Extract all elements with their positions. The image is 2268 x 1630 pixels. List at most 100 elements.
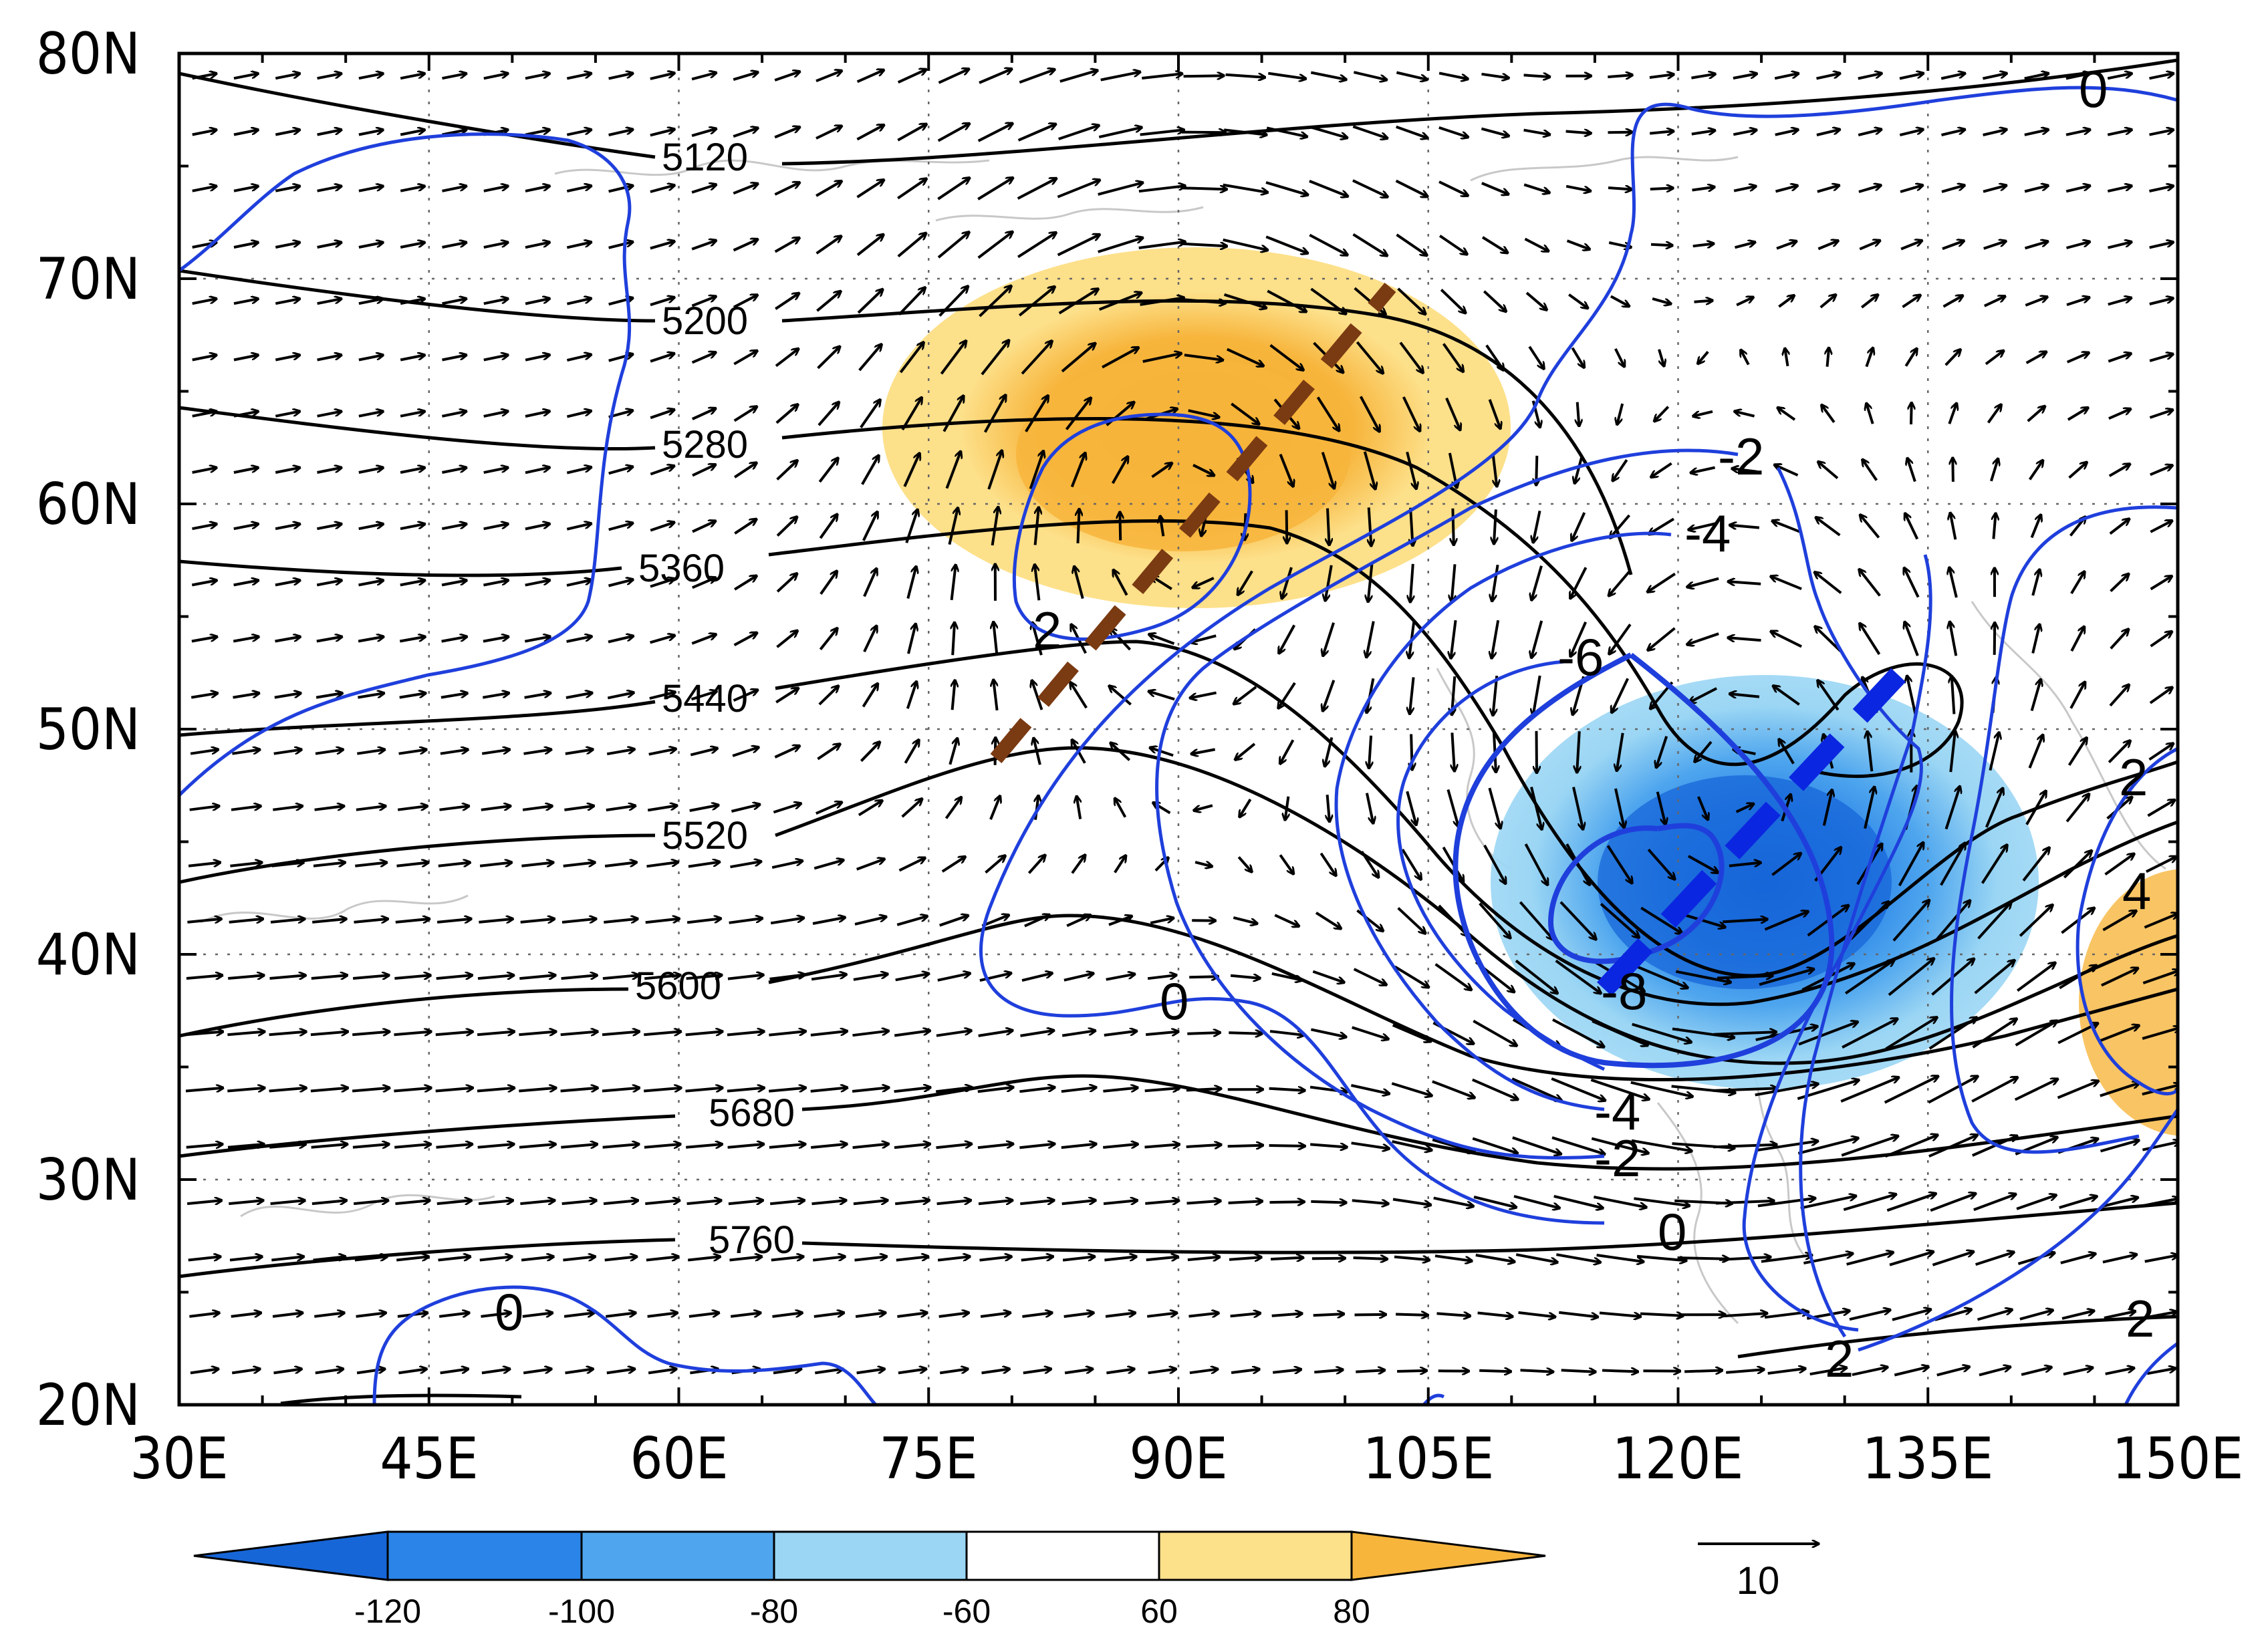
- colorbar-label: 80: [1333, 1593, 1370, 1630]
- wind-vector: [2022, 848, 2049, 881]
- wind-vector: [398, 1369, 426, 1375]
- wind-vector: [270, 919, 304, 922]
- wind-vector: [400, 468, 424, 474]
- wind-vector: [394, 1032, 431, 1035]
- wind-vector: [1989, 733, 1999, 771]
- wind-vector: [192, 299, 216, 305]
- wind-vector: [1438, 180, 1467, 195]
- wind-vector: [1985, 351, 2003, 366]
- wind-vector: [1523, 75, 1549, 77]
- wind-vector: [1309, 180, 1348, 196]
- wind-vector: [1352, 125, 1387, 138]
- wind-vector: [1114, 856, 1126, 873]
- wind-vector: [1849, 1310, 1890, 1321]
- height-label: 5360: [638, 547, 725, 590]
- anomaly-label: 0: [1160, 972, 1188, 1031]
- wind-vector: [358, 186, 382, 192]
- wind-vector: [1150, 634, 1175, 645]
- wind-vector: [1575, 456, 1584, 483]
- wind-vector: [1816, 518, 1841, 537]
- anomaly-label: 2: [2119, 748, 2148, 807]
- wind-vector: [650, 579, 674, 588]
- wind-vector: [311, 1144, 347, 1147]
- wind-vector: [2147, 800, 2174, 817]
- wind-vector: [523, 750, 551, 755]
- wind-vector: [1591, 1137, 1648, 1153]
- wind-vector: [1741, 350, 1750, 366]
- wind-vector: [896, 1256, 928, 1262]
- wind-vector: [858, 801, 882, 817]
- colorbar-box: [580, 1530, 775, 1581]
- wind-vector: [563, 1313, 594, 1318]
- wind-vector: [442, 186, 466, 192]
- wind-vector: [519, 1032, 555, 1035]
- wind-vector: [2149, 74, 2173, 80]
- wind-vector: [354, 1200, 388, 1204]
- colorbar-box: [386, 1530, 583, 1581]
- wind-vector: [483, 243, 507, 249]
- wind-vector: [2024, 130, 2048, 136]
- wind-vector: [606, 806, 635, 812]
- anomaly-label: 2: [1825, 1329, 1854, 1388]
- wind-vector: [317, 243, 341, 249]
- wind-vector: [1730, 525, 1760, 528]
- wind-vector: [1713, 1145, 1776, 1147]
- wind-vector: [1844, 960, 1894, 995]
- wind-vector: [608, 523, 632, 531]
- wind-vector: [1694, 301, 1713, 302]
- wind-vector: [2101, 968, 2138, 987]
- wind-vector: [1352, 1026, 1388, 1039]
- wind-vector: [312, 919, 346, 922]
- wind-vector: [2108, 741, 2130, 764]
- wind-vector: [1775, 465, 1799, 477]
- wind-vector: [1106, 1369, 1134, 1375]
- wind-vector: [1983, 297, 2005, 307]
- wind-vector: [1930, 1194, 1975, 1212]
- colorbar-label: -120: [354, 1593, 421, 1630]
- wind-vector: [358, 355, 382, 362]
- wind-vector: [647, 806, 676, 812]
- wind-vector: [1979, 1367, 2010, 1377]
- wind-vector: [607, 693, 633, 700]
- wind-vector: [1017, 124, 1055, 142]
- wind-vector: [525, 186, 549, 192]
- wind-vector: [1635, 964, 1687, 988]
- wind-vector: [811, 1144, 846, 1149]
- wind-vector: [1151, 463, 1172, 479]
- wind-vector: [774, 238, 799, 253]
- wind-vector: [1369, 735, 1371, 768]
- wind-vector: [2142, 1085, 2178, 1096]
- wind-vector: [1524, 237, 1548, 251]
- wind-vector: [188, 863, 220, 867]
- wind-vector: [692, 578, 715, 589]
- wind-vector: [1479, 902, 1510, 938]
- wind-vector: [729, 918, 762, 924]
- wind-vector: [730, 861, 761, 869]
- wind-vector: [810, 1031, 847, 1037]
- wind-vector: [1452, 732, 1455, 771]
- wind-vector: [733, 690, 757, 702]
- wind-vector: [979, 70, 1011, 84]
- anomaly-label: 2: [1033, 601, 1061, 660]
- wind-vector: [561, 975, 597, 978]
- anomaly-label: -8: [1601, 962, 1647, 1021]
- wind-vector: [186, 975, 222, 978]
- wind-vector: [1065, 398, 1091, 430]
- wind-vector: [691, 185, 716, 194]
- wind-vector: [1058, 126, 1099, 140]
- wind-vector: [1977, 903, 2011, 940]
- wind-vector: [1675, 970, 1730, 982]
- wind-vector: [436, 975, 472, 978]
- wind-vector: [1058, 289, 1098, 315]
- wind-vector: [1186, 1145, 1221, 1147]
- wind-vector: [1446, 789, 1458, 827]
- wind-vector: [775, 349, 798, 368]
- wind-vector: [1115, 799, 1127, 818]
- wind-vector: [907, 624, 916, 654]
- wind-vector: [1865, 348, 1873, 368]
- wind-vector: [2108, 298, 2131, 306]
- wind-vector: [1023, 1369, 1051, 1375]
- wind-vector: [2107, 74, 2131, 80]
- y-tick-label: 50N: [36, 696, 140, 763]
- colorbar-box: [965, 1530, 1160, 1581]
